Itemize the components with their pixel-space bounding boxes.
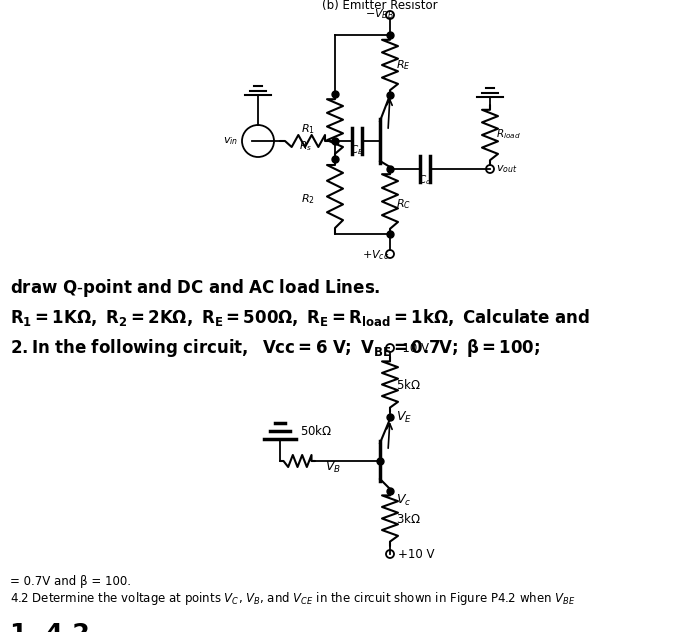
Text: $R_1$: $R_1$ [301,122,315,136]
Text: -10 V: -10 V [398,341,429,355]
Text: $V_B$: $V_B$ [325,460,341,475]
Text: 5k$\Omega$: 5k$\Omega$ [396,378,421,392]
Text: $C_B$: $C_B$ [350,143,364,157]
Text: $R_C$: $R_C$ [396,197,411,211]
Text: $\bf{R_1=1K\Omega,\ R_2=2K\Omega,\ R_E=500\Omega,\ R_E=R_{load}=1k\Omega,\ Calcu: $\bf{R_1=1K\Omega,\ R_2=2K\Omega,\ R_E=5… [10,307,590,328]
Text: 1. 4.2: 1. 4.2 [10,622,90,632]
Text: $-V_{BB}$: $-V_{BB}$ [365,7,395,21]
Text: $R_s$: $R_s$ [299,139,312,153]
Text: $\bf{2. In\ the\ following\ circuit,\ \ Vcc=6\ V;\ V_{BE}=0.7V;\ \beta=100;}$: $\bf{2. In\ the\ following\ circuit,\ \ … [10,337,540,359]
Text: 50k$\Omega$: 50k$\Omega$ [300,424,332,438]
Text: 3k$\Omega$: 3k$\Omega$ [396,512,421,526]
Text: $R_{load}$: $R_{load}$ [496,127,521,141]
Text: (b) Emitter Resistor: (b) Emitter Resistor [322,0,438,12]
Text: $V_E$: $V_E$ [396,410,412,425]
Text: $\bf{draw\ Q\text{-}point\ and\ DC\ and\ AC\ load\ Lines.}$: $\bf{draw\ Q\text{-}point\ and\ DC\ and\… [10,277,381,299]
Text: 4.2 Determine the voltage at points $V_C$, $V_B$, and $V_{CE}$ in the circuit sh: 4.2 Determine the voltage at points $V_C… [10,590,575,607]
Text: $R_2$: $R_2$ [301,192,315,206]
Text: +10 V: +10 V [398,547,435,561]
Text: $C_c$: $C_c$ [419,173,432,187]
Text: $R_E$: $R_E$ [396,58,411,72]
Text: $+V_{cc}$: $+V_{cc}$ [362,248,389,262]
Text: $V_c$: $V_c$ [396,493,411,508]
Text: = 0.7V and β = 100.: = 0.7V and β = 100. [10,575,131,588]
Text: $v_{out}$: $v_{out}$ [496,163,517,175]
Text: $v_{in}$: $v_{in}$ [223,135,238,147]
